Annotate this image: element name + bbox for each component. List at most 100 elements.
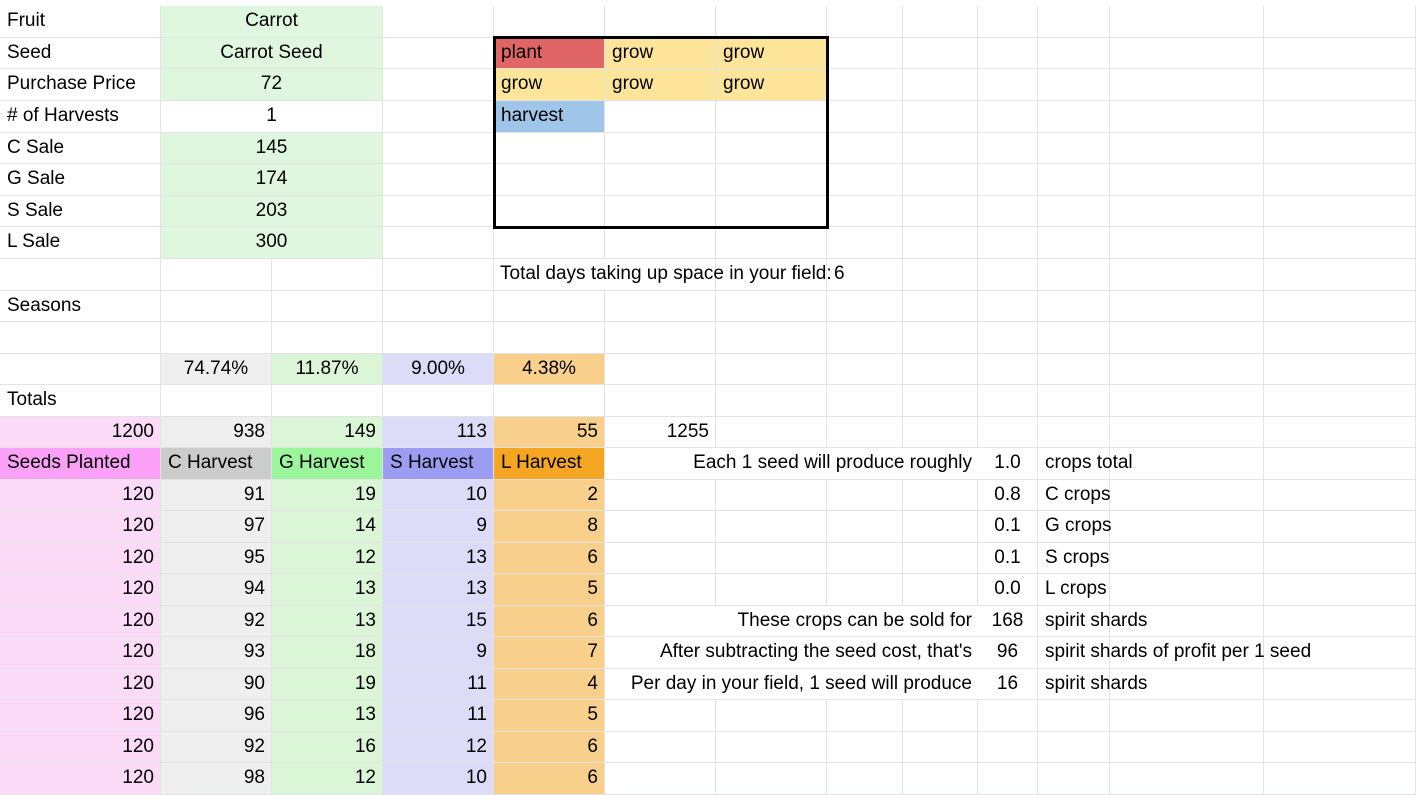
empty-cell[interactable]	[978, 700, 1038, 732]
l-sale-label[interactable]: L Sale	[0, 227, 161, 259]
empty-cell[interactable]	[161, 291, 272, 322]
g-sale-label[interactable]: G Sale	[0, 164, 161, 196]
seasons-label[interactable]: Seasons	[0, 291, 161, 322]
empty-cell[interactable]	[716, 385, 827, 417]
empty-cell[interactable]	[978, 291, 1038, 322]
seeds-planted-cell[interactable]: 120	[0, 763, 161, 795]
purchase-price-value[interactable]: 72	[161, 69, 383, 101]
empty-cell[interactable]	[605, 164, 716, 196]
l-harvest-cell[interactable]: 7	[494, 637, 605, 669]
empty-cell[interactable]	[1038, 6, 1110, 38]
empty-cell[interactable]	[605, 700, 716, 732]
empty-cell[interactable]	[716, 227, 827, 259]
empty-cell[interactable]	[978, 164, 1038, 196]
empty-cell[interactable]	[1110, 417, 1264, 448]
fruit-label[interactable]: Fruit	[0, 6, 161, 38]
summary-label[interactable]: Each 1 seed will produce roughly	[605, 448, 978, 480]
empty-cell[interactable]	[1264, 38, 1416, 69]
total-s[interactable]: 113	[383, 417, 494, 448]
empty-cell[interactable]	[1110, 732, 1264, 763]
summary-label[interactable]: These crops can be sold for	[605, 606, 978, 637]
empty-cell[interactable]	[605, 543, 716, 574]
fruit-value[interactable]: Carrot	[161, 6, 383, 38]
g-sale-value[interactable]: 174	[161, 164, 383, 196]
s-sale-value[interactable]: 203	[161, 196, 383, 227]
seeds-planted-cell[interactable]: 120	[0, 606, 161, 637]
empty-cell[interactable]	[1264, 196, 1416, 227]
empty-cell[interactable]	[383, 101, 494, 133]
empty-cell[interactable]	[978, 6, 1038, 38]
empty-cell[interactable]	[605, 385, 716, 417]
empty-cell[interactable]	[827, 574, 903, 606]
empty-cell[interactable]	[903, 322, 978, 354]
empty-cell[interactable]	[494, 227, 605, 259]
c-sale-value[interactable]: 145	[161, 133, 383, 164]
empty-cell[interactable]	[161, 322, 272, 354]
empty-cell[interactable]	[716, 511, 827, 543]
empty-cell[interactable]	[716, 732, 827, 763]
empty-cell[interactable]	[605, 291, 716, 322]
empty-cell[interactable]	[1264, 322, 1416, 354]
empty-cell[interactable]	[1110, 480, 1264, 511]
empty-cell[interactable]	[903, 700, 978, 732]
empty-cell[interactable]	[716, 322, 827, 354]
empty-cell[interactable]	[1110, 511, 1264, 543]
summary-value[interactable]: 0.0	[978, 574, 1038, 606]
empty-cell[interactable]	[1038, 732, 1110, 763]
empty-cell[interactable]	[605, 133, 716, 164]
timeline-grow-cell[interactable]: grow	[716, 69, 827, 101]
g-harvest-cell[interactable]: 12	[272, 763, 383, 795]
empty-cell[interactable]	[383, 164, 494, 196]
empty-cell[interactable]	[903, 574, 978, 606]
empty-cell[interactable]	[827, 417, 903, 448]
empty-cell[interactable]	[605, 101, 716, 133]
empty-cell[interactable]	[827, 38, 903, 69]
empty-cell[interactable]	[494, 385, 605, 417]
c-harvest-cell[interactable]: 94	[161, 574, 272, 606]
empty-cell[interactable]	[903, 101, 978, 133]
empty-cell[interactable]	[1264, 511, 1416, 543]
empty-cell[interactable]	[1038, 164, 1110, 196]
field-days-value[interactable]: 6	[827, 259, 903, 291]
empty-cell[interactable]	[903, 511, 978, 543]
l-harvest-cell[interactable]: 5	[494, 574, 605, 606]
empty-cell[interactable]	[1110, 6, 1264, 38]
empty-cell[interactable]	[978, 38, 1038, 69]
empty-cell[interactable]	[978, 417, 1038, 448]
totals-label[interactable]: Totals	[0, 385, 161, 417]
empty-cell[interactable]	[978, 732, 1038, 763]
empty-cell[interactable]	[978, 259, 1038, 291]
empty-cell[interactable]	[1038, 385, 1110, 417]
header-l-harvest[interactable]: L Harvest	[494, 448, 605, 480]
g-harvest-cell[interactable]: 14	[272, 511, 383, 543]
l-harvest-cell[interactable]: 5	[494, 700, 605, 732]
empty-cell[interactable]	[1038, 700, 1110, 732]
empty-cell[interactable]	[903, 543, 978, 574]
empty-cell[interactable]	[494, 164, 605, 196]
empty-cell[interactable]	[1110, 38, 1264, 69]
empty-cell[interactable]	[827, 6, 903, 38]
c-harvest-cell[interactable]: 95	[161, 543, 272, 574]
empty-cell[interactable]	[1264, 763, 1416, 795]
summary-unit[interactable]: C crops	[1038, 480, 1110, 511]
empty-cell[interactable]	[1264, 227, 1416, 259]
empty-cell[interactable]	[1264, 354, 1416, 385]
timeline-grow-cell[interactable]: grow	[605, 69, 716, 101]
empty-cell[interactable]	[1110, 574, 1264, 606]
seeds-planted-cell[interactable]: 120	[0, 574, 161, 606]
empty-cell[interactable]	[605, 480, 716, 511]
empty-cell[interactable]	[605, 6, 716, 38]
empty-cell[interactable]	[605, 763, 716, 795]
empty-cell[interactable]	[272, 322, 383, 354]
summary-value[interactable]: 0.1	[978, 511, 1038, 543]
empty-cell[interactable]	[827, 101, 903, 133]
empty-cell[interactable]	[903, 385, 978, 417]
empty-cell[interactable]	[272, 259, 383, 291]
harvest-count-label[interactable]: # of Harvests	[0, 101, 161, 133]
empty-cell[interactable]	[827, 69, 903, 101]
empty-cell[interactable]	[605, 227, 716, 259]
g-harvest-cell[interactable]: 16	[272, 732, 383, 763]
empty-cell[interactable]	[605, 196, 716, 227]
empty-cell[interactable]	[978, 385, 1038, 417]
timeline-grow-cell[interactable]: grow	[494, 69, 605, 101]
